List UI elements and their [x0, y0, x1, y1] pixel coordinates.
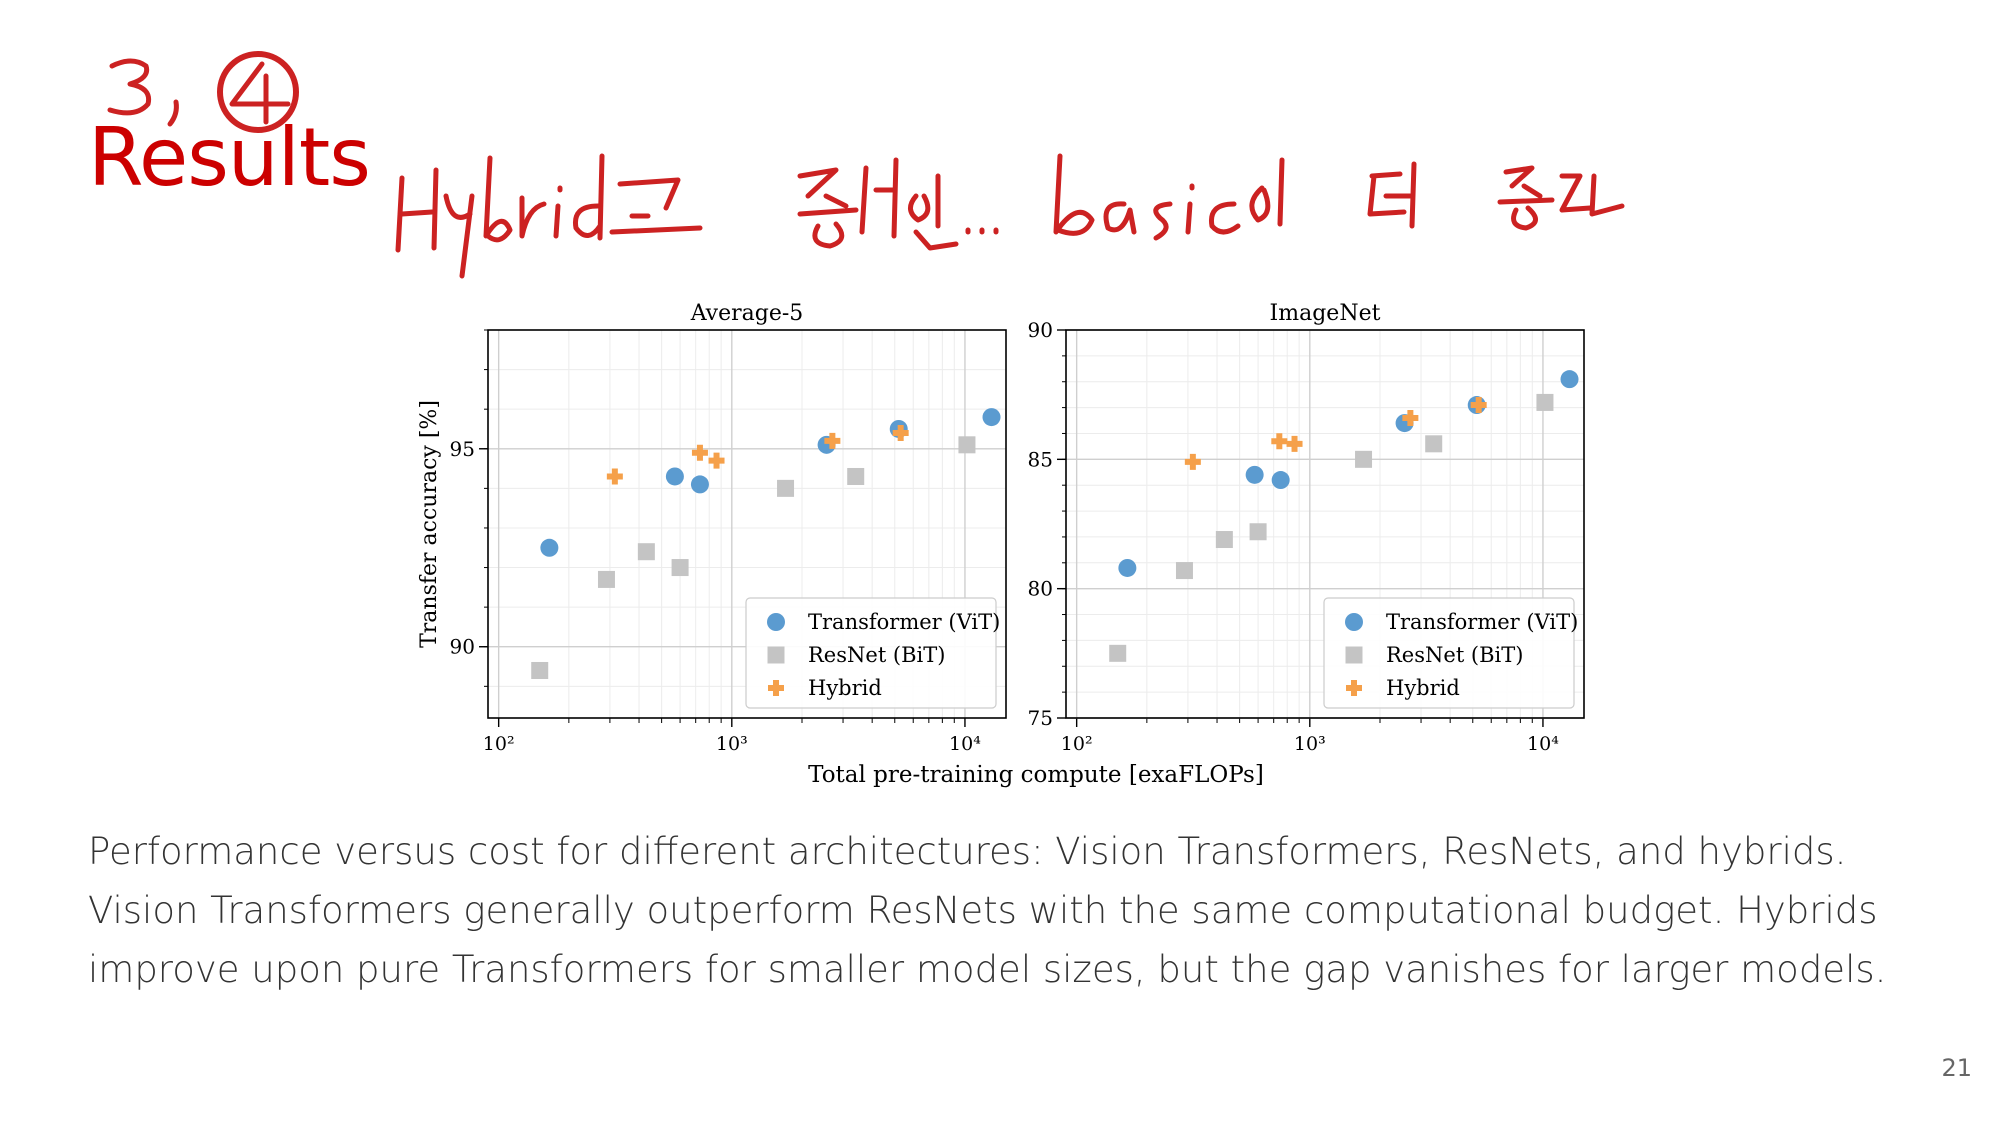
legend-label: Hybrid [808, 676, 882, 700]
data-point [708, 452, 725, 469]
y-tick-label: 90 [1028, 318, 1053, 342]
slide-caption: Performance versus cost for different ar… [88, 830, 1887, 991]
legend-marker [767, 613, 785, 631]
data-point [958, 436, 976, 454]
data-point [1425, 435, 1443, 453]
page-number: 21 [1941, 1054, 1972, 1082]
legend-marker [768, 680, 784, 696]
ink-note-hybrid [395, 153, 605, 279]
chart-panel-2: 10² 10³ 10⁴ 75 80 85 90 ImageNet Transformer (Vi… [1028, 301, 1585, 755]
legend-marker [767, 646, 785, 664]
data-point [1249, 523, 1267, 541]
series-square [1109, 393, 1554, 662]
data-point [1245, 465, 1264, 484]
ink-note-korean-1 [797, 157, 999, 251]
ink-comma [167, 99, 179, 127]
legend-marker [1345, 646, 1363, 664]
data-point [1402, 409, 1419, 426]
legend-box [745, 597, 997, 709]
data-point [982, 408, 1001, 427]
x-axis-label: Total pre-training compute [exaFLOPs] [808, 762, 1264, 788]
data-point [777, 479, 795, 497]
chart-panel-1: 10² 10³ 10⁴ 90 95 Average-5 Transfer accuracy … [417, 301, 1007, 755]
data-point [597, 570, 615, 588]
data-point [691, 444, 708, 461]
data-point [1536, 393, 1554, 411]
handwritten-annotation [107, 51, 1625, 279]
y-tick-label: 95 [450, 437, 475, 461]
data-point [1271, 433, 1288, 450]
ink-note-basic [1053, 153, 1285, 241]
legend-label: ResNet (BiT) [808, 643, 945, 667]
series-circle [540, 408, 1001, 557]
data-point [1109, 644, 1127, 662]
ink-note-do [609, 177, 703, 235]
data-point [847, 467, 865, 485]
x-tick-label: 10³ [716, 733, 748, 755]
ink-number-4 [229, 61, 291, 125]
chart-title: ImageNet [1270, 301, 1381, 326]
ink-note-deo [1367, 161, 1417, 229]
x-tick-label: 10² [483, 733, 515, 755]
ink-number-3 [107, 58, 152, 116]
data-point [690, 475, 709, 494]
data-point [1118, 558, 1137, 577]
legend-marker [1345, 613, 1363, 631]
data-point [531, 661, 549, 679]
legend-label: Transformer (ViT) [808, 610, 1000, 634]
data-point [671, 559, 689, 577]
data-point [1271, 471, 1290, 490]
data-point [1286, 435, 1303, 452]
plot-frame [487, 329, 1007, 719]
slide-title: Results [88, 111, 371, 204]
x-tick-label: 10⁴ [949, 733, 981, 755]
series-plus [1184, 397, 1487, 470]
data-point [1560, 370, 1579, 389]
data-point [1355, 450, 1373, 468]
series-plus [606, 424, 909, 485]
x-tick-label: 10⁴ [1527, 733, 1559, 755]
x-tick-label: 10² [1061, 733, 1093, 755]
ink-circle-4 [217, 51, 299, 133]
data-point [1184, 453, 1201, 470]
plot-frame [1065, 329, 1585, 719]
data-point [1175, 562, 1193, 580]
charts-figure: 10² 10³ 10⁴ 90 95 Average-5 Transfer accuracy … [417, 301, 1585, 788]
data-point [665, 467, 684, 486]
legend-label: Transformer (ViT) [1386, 610, 1578, 634]
data-point [606, 468, 623, 485]
data-point [892, 424, 909, 441]
legend-box [1323, 597, 1575, 709]
data-point [824, 432, 841, 449]
legend-label: Hybrid [1386, 676, 1460, 700]
chart-title: Average-5 [690, 301, 804, 326]
data-point [1470, 397, 1487, 414]
y-tick-label: 85 [1028, 447, 1053, 471]
y-tick-label: 75 [1028, 706, 1053, 730]
data-point [637, 543, 655, 561]
data-point [540, 538, 559, 557]
y-tick-label: 90 [450, 635, 475, 659]
y-axis-label: Transfer accuracy [%] [417, 400, 442, 648]
y-tick-label: 80 [1028, 577, 1053, 601]
series-circle [1118, 370, 1579, 577]
data-point [1215, 531, 1233, 549]
legend-label: ResNet (BiT) [1386, 643, 1523, 667]
x-tick-label: 10³ [1294, 733, 1326, 755]
ink-note-korean-2 [1497, 165, 1625, 231]
legend-marker [1346, 680, 1362, 696]
series-square [531, 436, 976, 679]
